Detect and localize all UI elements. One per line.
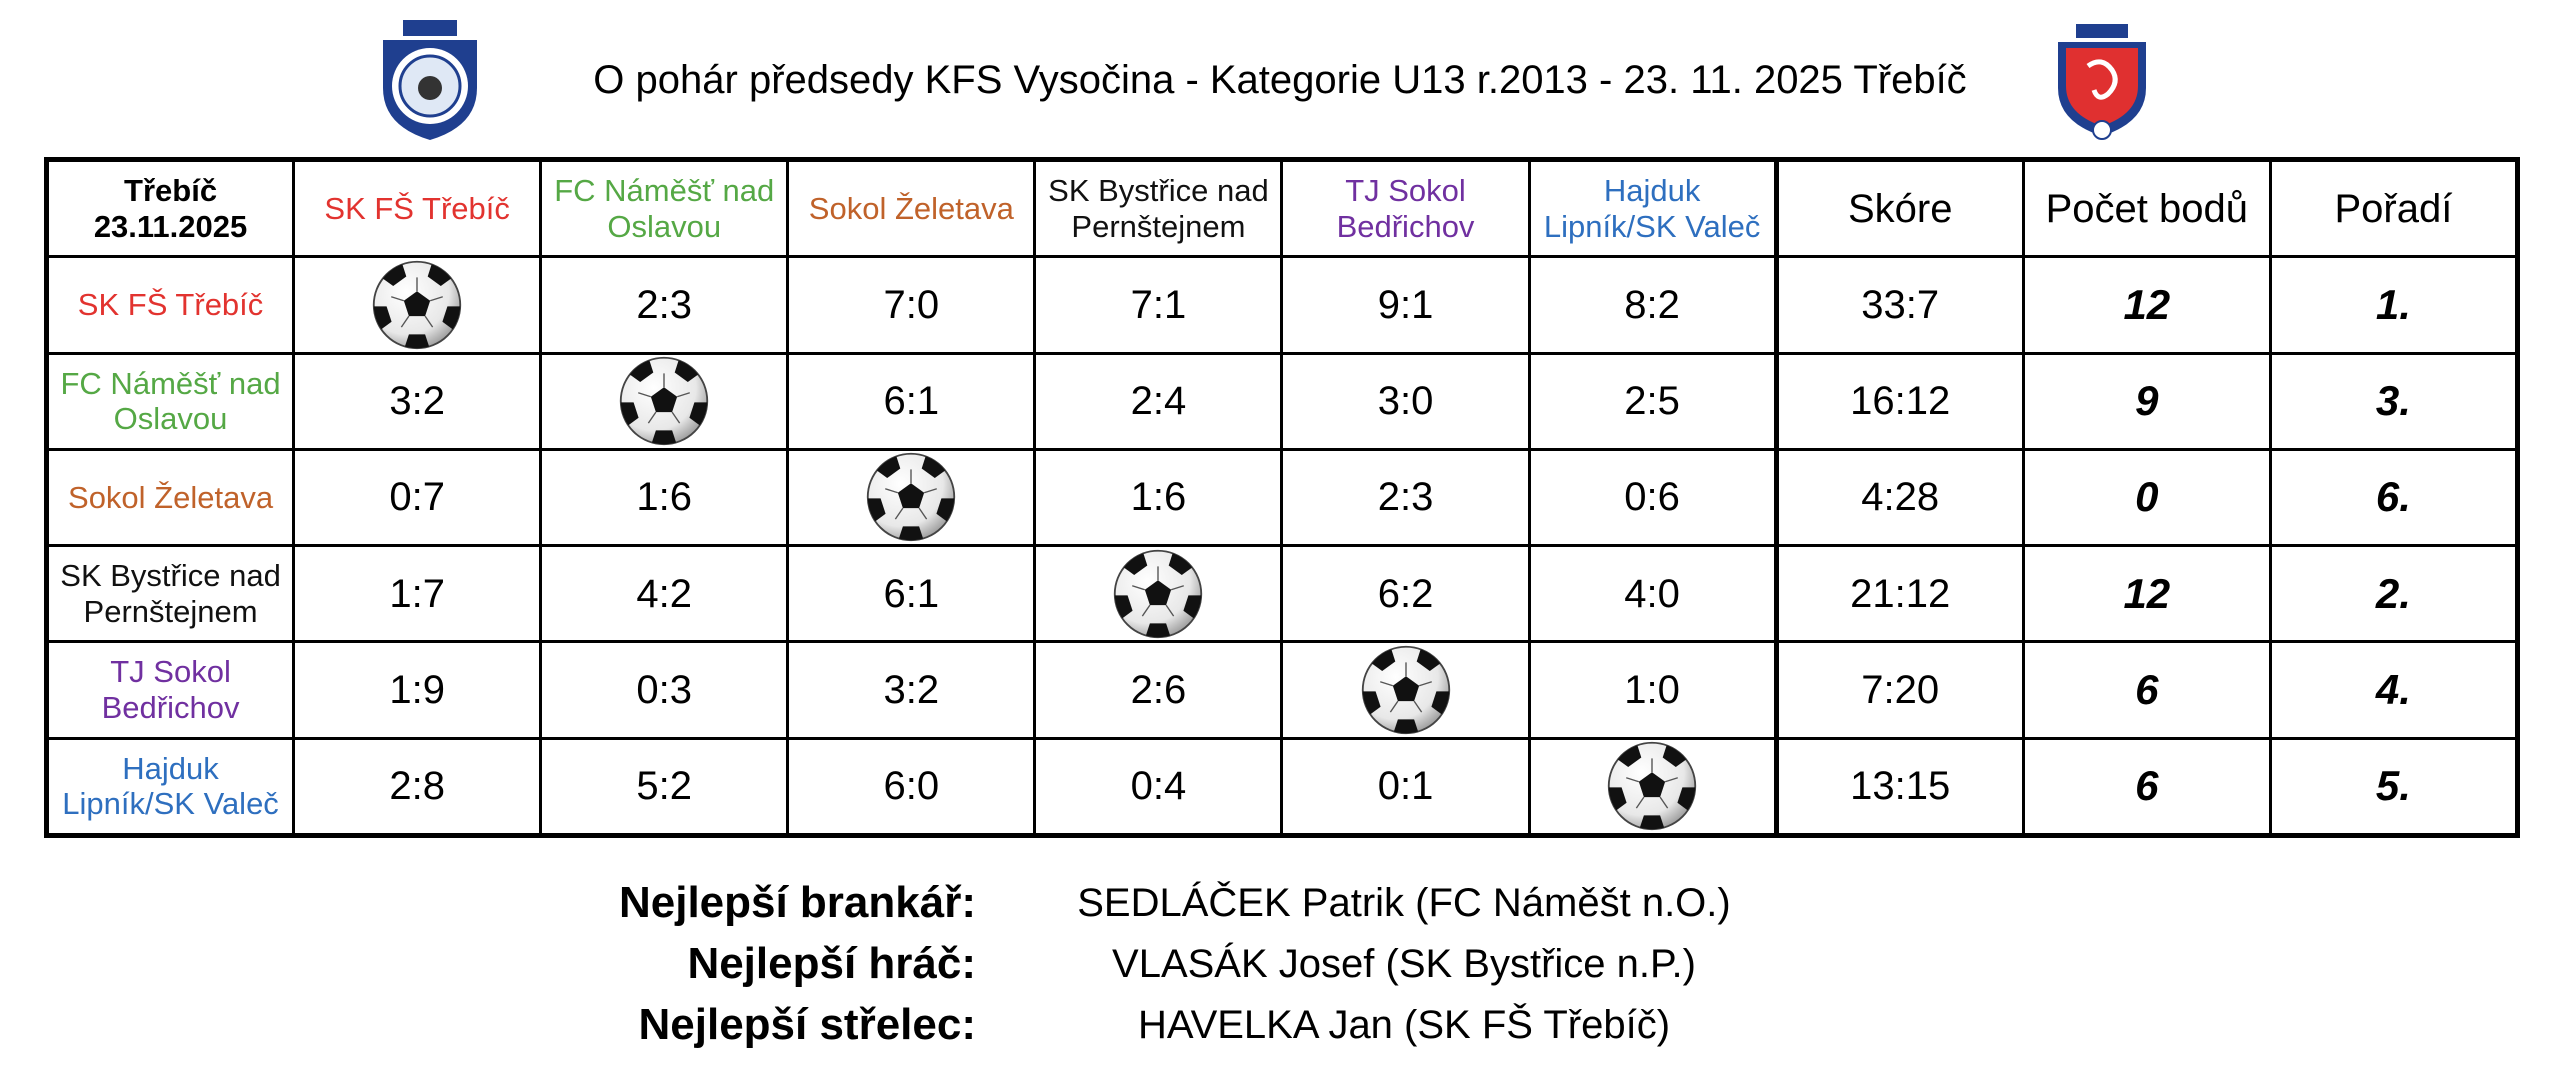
points-cell: 12 [2021, 544, 2272, 644]
result-cell: 6:1 [786, 544, 1037, 644]
rank-cell: 5. [2268, 736, 2520, 838]
rank-cell: 4. [2268, 640, 2520, 740]
award-label: Nejlepší brankář: [618, 878, 976, 927]
row-team: FC Náměšť nad Oslavou [44, 351, 296, 451]
row-team: SK FŠ Třebíč [44, 255, 296, 355]
ball-icon [618, 355, 710, 447]
award-value: VLASÁK Josef (SK Bystřice n.P.) [1112, 942, 1696, 986]
result-cell: 2:4 [1033, 351, 1284, 451]
award-value: SEDLÁČEK Patrik (FC Náměšt n.O.) [1077, 881, 1731, 925]
summary-header: Počet bodů [2021, 157, 2272, 259]
rank-cell: 3. [2268, 351, 2520, 451]
result-cell: 6:2 [1280, 544, 1531, 644]
result-cell: 5:2 [539, 736, 790, 838]
result-cell: 1:6 [1033, 447, 1284, 548]
self-cell [1527, 736, 1779, 838]
points-cell: 6 [2021, 640, 2272, 740]
result-cell: 6:0 [786, 736, 1037, 838]
team-row: Sokol Želetava 0:7 1:6 1:6 2:3 0:6 4:28 0 6. [44, 447, 2520, 548]
team-header: Hajduk Lipník/SK Valeč [1527, 157, 1779, 259]
award-label: Nejlepší hráč: [687, 939, 976, 988]
result-cell: 3:0 [1280, 351, 1531, 451]
ball-icon [1360, 644, 1452, 736]
logo-right [2058, 24, 2146, 140]
result-cell: 0:1 [1280, 736, 1531, 838]
score-cell: 7:20 [1774, 640, 2025, 740]
logo-left [383, 20, 477, 140]
result-cell: 1:0 [1527, 640, 1779, 740]
row-team: Hajduk Lipník/SK Valeč [44, 736, 296, 838]
team-header: FC Náměšť nad Oslavou [539, 157, 790, 259]
self-cell [1033, 544, 1284, 644]
self-cell [539, 351, 790, 451]
corner-cell: Třebíč 23.11.2025 [44, 157, 296, 259]
rank-cell: 1. [2268, 255, 2520, 355]
result-cell: 4:0 [1527, 544, 1779, 644]
score-cell: 4:28 [1774, 447, 2025, 548]
result-cell: 2:3 [1280, 447, 1531, 548]
result-cell: 7:0 [786, 255, 1037, 355]
score-cell: 21:12 [1774, 544, 2025, 644]
result-cell: 2:6 [1033, 640, 1284, 740]
result-cell: 4:2 [539, 544, 790, 644]
result-cell: 0:4 [1033, 736, 1284, 838]
self-cell [292, 255, 543, 355]
corner-line: Třebíč [124, 173, 218, 208]
row-team: SK Bystřice nad Pernštejnem [44, 544, 296, 644]
result-cell: 9:1 [1280, 255, 1531, 355]
result-cell: 6:1 [786, 351, 1037, 451]
team-header: SK FŠ Třebíč [292, 157, 543, 259]
team-header: SK Bystřice nad Pernštejnem [1033, 157, 1284, 259]
title: O pohár předsedy KFS Vysočina - Kategori… [593, 58, 1967, 102]
team-row: TJ Sokol Bedřichov 1:9 0:3 3:2 2:6 1:0 7:20 6 4. [44, 640, 2520, 740]
result-cell: 8:2 [1527, 255, 1779, 355]
award-value: HAVELKA Jan (SK FŠ Třebíč) [1137, 1003, 1671, 1047]
ball-icon [371, 259, 463, 351]
ball-icon [1112, 548, 1204, 640]
result-cell: 2:5 [1527, 351, 1779, 451]
result-cell: 1:9 [292, 640, 543, 740]
team-row: Hajduk Lipník/SK Valeč 2:8 5:2 6:0 0:4 0:1 13:… [44, 736, 2520, 838]
summary-header: Skóre [1774, 157, 2025, 259]
header-row: Třebíč 23.11.2025 SK FŠ Třebíč FC Náměšť na… [44, 157, 2520, 259]
score-cell: 33:7 [1774, 255, 2025, 355]
points-cell: 12 [2021, 255, 2272, 355]
result-cell: 3:2 [292, 351, 543, 451]
team-row: SK FŠ Třebíč 2:3 7:0 7:1 9:1 8:2 33:7 12 1. [44, 255, 2520, 355]
result-cell: 3:2 [786, 640, 1037, 740]
rank-cell: 2. [2268, 544, 2520, 644]
results-table: Třebíč 23.11.2025 SK FŠ Třebíč FC Náměšť na… [44, 157, 2520, 838]
result-cell: 2:8 [292, 736, 543, 838]
points-cell: 9 [2021, 351, 2272, 451]
score-cell: 16:12 [1774, 351, 2025, 451]
rank-cell: 6. [2268, 447, 2520, 548]
row-team: TJ Sokol Bedřichov [44, 640, 296, 740]
self-cell [1280, 640, 1531, 740]
result-cell: 0:3 [539, 640, 790, 740]
points-cell: 6 [2021, 736, 2272, 838]
team-header: Sokol Želetava [786, 157, 1037, 259]
points-cell: 0 [2021, 447, 2272, 548]
result-cell: 1:7 [292, 544, 543, 644]
team-row: FC Náměšť nad Oslavou 3:2 6:1 2:4 3:0 2:5 16:1… [44, 351, 2520, 451]
team-header: TJ Sokol Bedřichov [1280, 157, 1531, 259]
result-cell: 1:6 [539, 447, 790, 548]
ball-icon [865, 451, 957, 543]
team-row: SK Bystřice nad Pernštejnem 1:7 4:2 6:1 6:2 4… [44, 544, 2520, 644]
score-cell: 13:15 [1774, 736, 2025, 838]
self-cell [786, 447, 1037, 548]
ball-icon [1606, 740, 1698, 832]
result-cell: 2:3 [539, 255, 790, 355]
row-team: Sokol Želetava [44, 447, 296, 548]
result-cell: 0:7 [292, 447, 543, 548]
award-label: Nejlepší střelec: [638, 1000, 977, 1049]
result-cell: 0:6 [1527, 447, 1779, 548]
summary-header: Pořadí [2268, 157, 2520, 259]
result-cell: 7:1 [1033, 255, 1284, 355]
corner-line: 23.11.2025 [93, 208, 248, 244]
